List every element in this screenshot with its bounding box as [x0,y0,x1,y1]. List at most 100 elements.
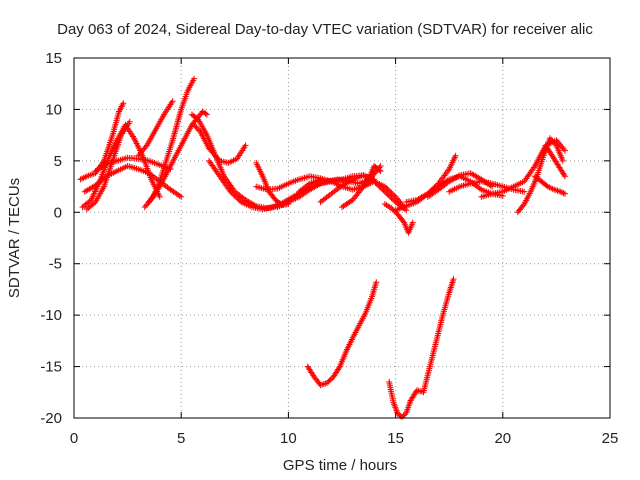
data-point [376,167,383,174]
data-series [514,135,566,216]
data-point [373,181,380,187]
data-point [452,152,459,159]
data-point [391,192,398,199]
data-point [520,202,527,209]
data-point [559,157,566,164]
data-point [561,190,568,197]
data-point [191,75,198,82]
data-point [548,136,555,143]
data-series [386,276,457,420]
data-series [531,173,568,197]
data-point [384,186,391,193]
data-point [371,178,378,185]
data-point [202,110,209,117]
data-series [381,201,416,236]
data-point [450,276,457,283]
data-point [385,192,392,199]
x-tick-label: 5 [177,430,185,447]
data-point [365,174,372,181]
data-point [388,195,395,202]
data-point [126,118,133,125]
data-point [387,188,394,195]
data-point [557,188,564,195]
data-point [399,413,406,420]
y-tick-label: -5 [49,256,62,273]
data-series [206,157,384,213]
x-tick-label: 20 [494,430,511,447]
data-point [194,126,201,133]
data-series [446,178,528,195]
data-point [376,183,383,190]
data-point [193,124,200,131]
data-point [521,188,528,195]
data-point [234,195,241,202]
data-point [235,196,242,203]
data-series [339,163,384,211]
data-point [372,179,379,186]
x-tick-label: 10 [280,430,297,447]
data-points [77,75,568,420]
y-tick-label: -10 [40,307,62,324]
data-point [232,193,239,200]
data-point [546,135,553,142]
data-point [373,279,380,286]
data-point [377,163,384,169]
data-point [227,188,234,195]
x-tick-label: 15 [387,430,404,447]
data-point [377,184,384,191]
data-point [383,190,390,196]
data-point [380,187,387,194]
y-axis-label: SDTVAR / TECUs [6,178,23,298]
x-axis-label: GPS time / hours [283,457,397,474]
y-tick-label: -20 [40,410,62,427]
plot-frame [73,57,611,419]
data-point [409,219,416,226]
data-series [191,121,249,166]
y-tick-label: 15 [45,50,62,67]
y-tick-label: 10 [45,101,62,118]
data-point [401,411,408,418]
data-point [203,111,210,118]
data-point [383,184,390,191]
data-point [552,140,559,147]
data-point [389,191,396,198]
data-point [550,139,557,146]
data-point [242,142,249,149]
data-point [400,218,407,225]
data-point [178,193,185,200]
data-point [335,365,342,372]
x-tick-label: 25 [602,430,619,447]
data-point [560,146,567,153]
data-point [120,100,127,107]
data-series [135,98,176,159]
data-point [377,168,384,175]
data-series [77,100,127,183]
data-series [92,154,174,175]
data-point [236,197,243,204]
data-point [231,192,238,199]
data-point [381,183,388,190]
data-point [559,189,566,196]
y-tick-label: 0 [54,204,62,221]
data-point [381,188,388,195]
data-point [385,187,392,194]
y-tick-label: -15 [40,359,62,376]
data-point [389,196,396,203]
data-point [228,190,235,196]
data-point [388,190,395,196]
data-point [192,123,199,130]
data-point [169,98,176,105]
data-point [196,127,203,134]
data-series [83,118,133,213]
data-point [230,191,237,198]
data-point [156,193,163,200]
x-tick-label: 0 [70,430,78,447]
data-point [379,186,386,193]
y-tick-label: 5 [54,153,62,170]
chart-title: Day 063 of 2024, Sidereal Day-to-day VTE… [57,21,593,38]
data-series [542,142,568,180]
data-point [384,191,391,198]
data-point [561,171,568,178]
axis-ticks: 0 5 10 15 20 25 -20 -15 -10 -5 0 5 10 15 [40,50,618,447]
